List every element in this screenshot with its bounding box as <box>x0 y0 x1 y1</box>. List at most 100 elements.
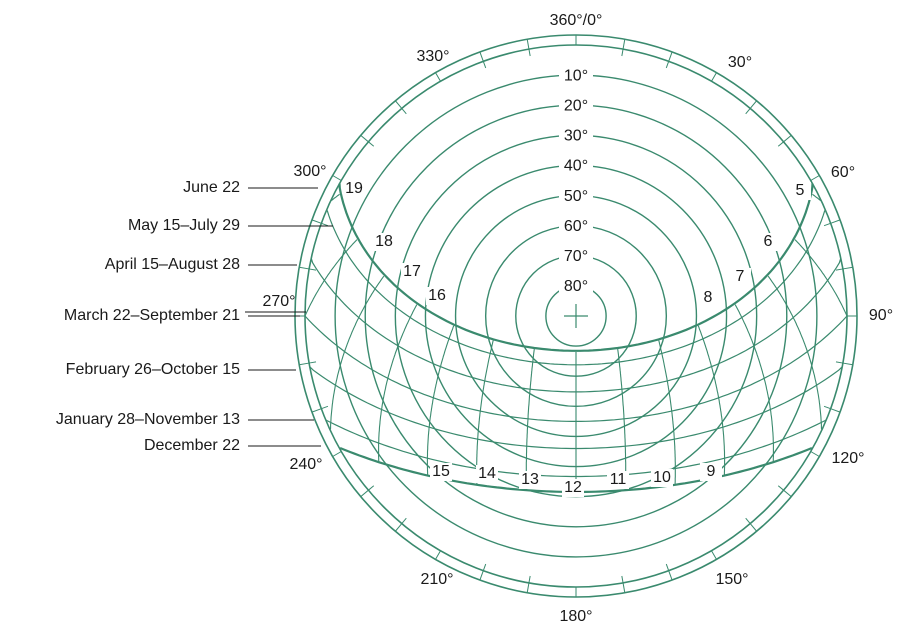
altitude-label: 50° <box>564 188 588 205</box>
azimuth-label-270: 270° <box>262 293 295 310</box>
azimuth-tick-inner <box>368 141 375 147</box>
azimuth-label-300: 300° <box>293 163 326 180</box>
ring-label-bg <box>559 156 593 175</box>
azimuth-label-330: 330° <box>416 48 449 65</box>
hour-line <box>812 193 821 202</box>
hour-line <box>658 340 676 485</box>
azimuth-tick <box>479 570 484 581</box>
hour-line <box>617 349 627 491</box>
azimuth-tick <box>668 51 673 62</box>
azimuth-label-90: 90° <box>869 307 893 324</box>
azimuth-tick <box>749 523 758 532</box>
altitude-label: 80° <box>564 278 588 295</box>
azimuth-tick <box>299 266 310 270</box>
hour-label-bg <box>519 471 541 489</box>
azimuth-label-240: 240° <box>289 456 322 473</box>
azimuth-tick-inner <box>401 517 407 524</box>
date-label-3: March 22–September 21 <box>64 307 240 324</box>
azimuth-tick <box>360 134 369 143</box>
hour-label-8: 8 <box>704 289 713 306</box>
azimuth-tick <box>394 100 403 109</box>
hour-label-bg <box>651 469 673 487</box>
azimuth-label-120: 120° <box>831 450 864 467</box>
hour-label-7: 7 <box>736 268 745 285</box>
azimuth-tick-inner <box>835 268 843 271</box>
azimuth-tick <box>435 550 441 560</box>
altitude-label: 40° <box>564 158 588 175</box>
hour-label-bg <box>700 463 722 481</box>
hour-label-bg <box>729 268 751 286</box>
altitude-label: 60° <box>564 218 588 235</box>
hour-label-19: 19 <box>345 180 363 197</box>
azimuth-tick <box>394 523 403 532</box>
hour-label-11: 11 <box>610 471 627 488</box>
hour-label-bg <box>697 289 719 307</box>
chart-labels: 10° 20° 30° 40° 50° 60° 70° 80° 360°/0° 30° 60° 90°… <box>56 12 893 625</box>
hour-label-bg <box>430 463 452 481</box>
ring-label-bg <box>559 96 593 115</box>
azimuth-tick <box>479 51 484 62</box>
hour-line <box>304 239 358 317</box>
date-label-1: May 15–July 29 <box>128 217 240 234</box>
date-label-2: April 15–August 28 <box>105 256 240 273</box>
azimuth-tick-inner <box>321 222 329 227</box>
altitude-label: 10° <box>564 67 588 84</box>
azimuth-tick-inner <box>621 49 624 57</box>
azimuth-label-180: 180° <box>559 608 592 625</box>
azimuth-tick <box>526 582 530 593</box>
azimuth-tick-inner <box>482 61 487 69</box>
azimuth-ticks <box>295 35 857 597</box>
hour-line <box>426 325 455 476</box>
hour-label-16: 16 <box>428 287 446 304</box>
azimuth-tick-inner <box>777 485 784 491</box>
azimuth-tick-inner <box>823 222 831 227</box>
hour-label-6: 6 <box>764 233 773 250</box>
azimuth-tick-inner <box>368 485 375 491</box>
date-label-4: February 26–October 15 <box>66 361 240 378</box>
azimuth-label-0: 360°/0° <box>550 12 603 29</box>
azimuth-tick <box>810 451 820 457</box>
ring-label-bg <box>559 66 593 85</box>
hour-label-10: 10 <box>653 469 671 486</box>
hour-label-12: 12 <box>564 479 582 496</box>
hour-line <box>331 193 340 202</box>
azimuth-tick-inner <box>528 575 531 583</box>
azimuth-tick-inner <box>745 108 751 115</box>
ring-label-bg <box>559 246 593 265</box>
azimuth-tick-inner <box>321 405 329 410</box>
azimuth-tick <box>435 72 441 82</box>
azimuth-tick-inner <box>309 361 317 364</box>
hour-label-bg <box>343 180 365 198</box>
azimuth-tick-inner <box>835 361 843 364</box>
azimuth-tick <box>810 175 820 181</box>
date-label-0: June 22 <box>183 179 240 196</box>
azimuth-tick-inner <box>482 563 487 571</box>
azimuth-tick <box>622 39 626 50</box>
altitude-label: 30° <box>564 128 588 145</box>
azimuth-tick-inner <box>823 405 831 410</box>
altitude-label: 70° <box>564 248 588 265</box>
azimuth-tick <box>830 408 841 413</box>
azimuth-label-60: 60° <box>831 164 855 181</box>
ring-label-bg <box>559 276 593 295</box>
hour-label-bg <box>373 233 395 251</box>
hour-label-bg <box>607 471 629 489</box>
ring-label-bg <box>559 126 593 145</box>
azimuth-tick-inner <box>621 575 624 583</box>
ring-label-bg <box>559 186 593 205</box>
hour-label-14: 14 <box>478 465 496 482</box>
azimuth-tick <box>711 550 717 560</box>
hour-label-18: 18 <box>375 233 393 250</box>
hour-line <box>329 275 385 430</box>
azimuth-tick <box>622 582 626 593</box>
date-label-5: January 28–November 13 <box>56 411 240 428</box>
hour-label-bg <box>401 263 423 281</box>
hour-label-bg <box>476 465 498 483</box>
azimuth-tick <box>299 362 310 366</box>
hour-line <box>794 239 848 317</box>
azimuth-tick <box>830 219 841 224</box>
azimuth-tick <box>783 134 792 143</box>
altitude-label: 20° <box>564 97 588 114</box>
